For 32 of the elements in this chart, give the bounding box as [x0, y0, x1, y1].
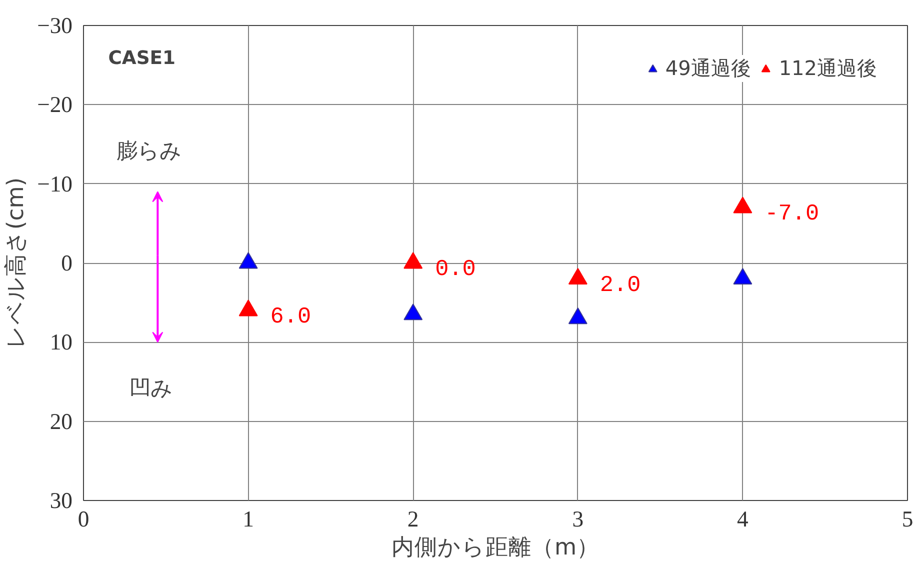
point — [733, 196, 752, 214]
y-tick-label: −10 — [37, 171, 73, 196]
point — [238, 252, 258, 269]
data-label: -7.0 — [764, 200, 820, 227]
y-tick-label: 0 — [61, 250, 72, 276]
point — [568, 308, 588, 324]
data-label: 0.0 — [435, 256, 476, 282]
annotation: 凹み — [130, 376, 173, 402]
y-tick-label: −20 — [37, 92, 73, 118]
annotation: 膨らみ — [116, 139, 182, 164]
x-tick-label: 5 — [902, 506, 914, 532]
point — [238, 300, 258, 316]
legend-label: 49通過後 — [665, 55, 751, 82]
point — [733, 268, 752, 285]
x-tick-label: 0 — [78, 506, 90, 532]
point — [568, 268, 588, 285]
point — [404, 304, 423, 320]
x-tick-label: 3 — [572, 506, 584, 532]
y-tick-label: −30 — [37, 13, 73, 38]
legend-label: 112通過後 — [778, 55, 877, 82]
point — [404, 252, 423, 269]
data-label: 2.0 — [600, 272, 641, 298]
x-tick-label: 4 — [737, 506, 748, 532]
data-label: 6.0 — [270, 304, 312, 330]
y-tick-label: 20 — [50, 408, 72, 434]
y-tick-label: 10 — [50, 330, 72, 355]
y-axis-title: レベル高さ(cm) — [3, 177, 30, 349]
annotation: CASE1 — [108, 48, 176, 70]
x-tick-label: 1 — [242, 506, 254, 532]
x-tick-label: 2 — [407, 506, 419, 532]
y-tick-label: 30 — [50, 488, 72, 513]
x-axis-title: 内側から距離（m） — [391, 534, 600, 560]
